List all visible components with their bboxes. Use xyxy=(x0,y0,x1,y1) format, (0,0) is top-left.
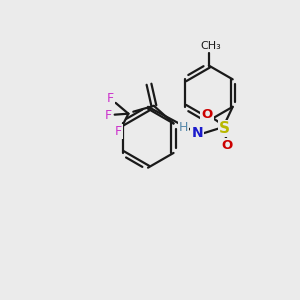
Text: F: F xyxy=(107,92,114,106)
Text: O: O xyxy=(202,108,213,121)
Text: F: F xyxy=(115,125,122,138)
Text: H: H xyxy=(179,121,188,134)
Text: S: S xyxy=(219,121,230,136)
Text: F: F xyxy=(105,109,112,122)
Text: CH₃: CH₃ xyxy=(200,41,221,51)
Text: N: N xyxy=(191,126,203,140)
Text: O: O xyxy=(221,139,232,152)
